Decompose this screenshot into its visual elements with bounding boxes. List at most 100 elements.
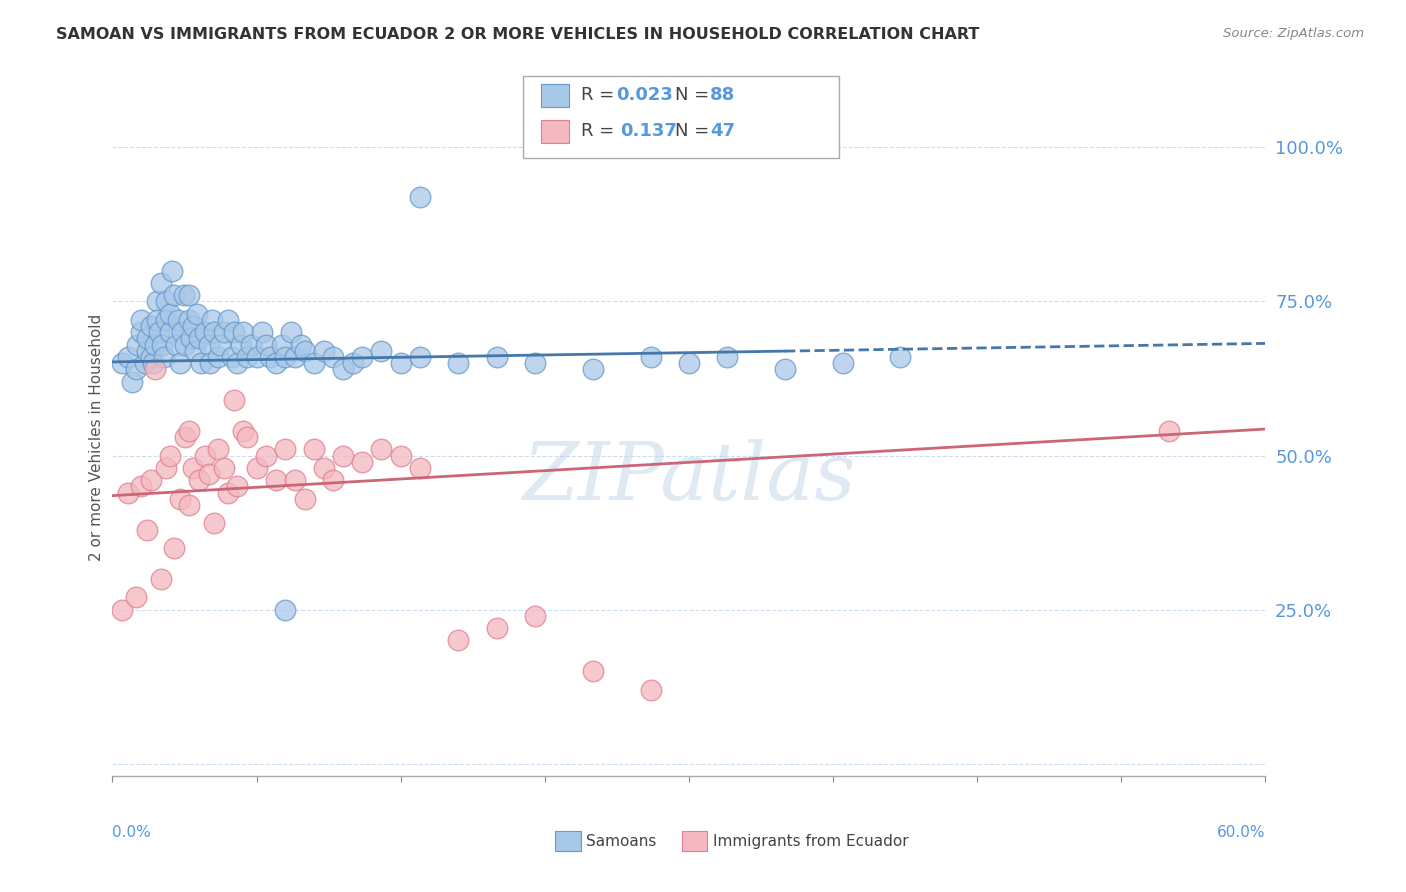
Point [889, 350, 911, 364]
Point [332, 362, 354, 376]
Point [370, 442, 392, 457]
Point [447, 633, 470, 648]
Point [304, 356, 326, 370]
Point [145, 294, 167, 309]
Point [160, 263, 183, 277]
Text: ZIPatlas: ZIPatlas [522, 439, 856, 516]
Point [831, 356, 853, 370]
Point [139, 350, 162, 364]
Point [640, 350, 662, 364]
Point [409, 350, 432, 364]
Point [264, 356, 287, 370]
Point [190, 356, 212, 370]
Point [231, 337, 253, 351]
Point [342, 356, 364, 370]
Point [174, 430, 197, 444]
Point [134, 356, 156, 370]
Point [678, 356, 700, 370]
Point [284, 350, 307, 364]
Point [294, 343, 316, 358]
Text: N =: N = [675, 122, 714, 140]
Point [179, 424, 201, 438]
Point [232, 424, 254, 438]
Point [202, 326, 225, 340]
Point [187, 331, 211, 345]
Point [174, 337, 197, 351]
Point [155, 461, 177, 475]
Point [124, 362, 146, 376]
Point [124, 591, 146, 605]
Point [143, 337, 166, 351]
Point [153, 350, 176, 364]
Point [202, 516, 225, 531]
Point [170, 326, 193, 340]
Point [290, 337, 312, 351]
Point [142, 356, 165, 370]
Point [212, 461, 235, 475]
Point [129, 326, 153, 340]
Point [159, 326, 181, 340]
Y-axis label: 2 or more Vehicles in Household: 2 or more Vehicles in Household [89, 313, 104, 561]
Point [169, 356, 191, 370]
Point [304, 442, 326, 457]
Point [524, 608, 547, 623]
Point [149, 572, 172, 586]
Text: SAMOAN VS IMMIGRANTS FROM ECUADOR 2 OR MORE VEHICLES IN HOUSEHOLD CORRELATION CH: SAMOAN VS IMMIGRANTS FROM ECUADOR 2 OR M… [56, 27, 980, 42]
Point [194, 449, 217, 463]
Point [221, 350, 243, 364]
Point [270, 337, 292, 351]
Text: Source: ZipAtlas.com: Source: ZipAtlas.com [1223, 27, 1364, 40]
Text: Immigrants from Ecuador: Immigrants from Ecuador [713, 834, 908, 848]
Point [264, 473, 287, 487]
Point [207, 442, 229, 457]
Point [716, 350, 738, 364]
Point [370, 343, 392, 358]
Point [409, 190, 432, 204]
Point [165, 337, 187, 351]
Point [169, 491, 191, 506]
Point [389, 449, 412, 463]
Point [187, 473, 211, 487]
Text: R =: R = [581, 122, 626, 140]
Point [159, 449, 181, 463]
Point [179, 313, 201, 327]
Point [236, 350, 259, 364]
Point [259, 350, 281, 364]
Point [179, 498, 201, 512]
Point [136, 523, 159, 537]
Point [129, 479, 153, 493]
Point [149, 276, 172, 290]
Point [173, 288, 195, 302]
Point [582, 362, 605, 376]
Point [226, 356, 249, 370]
Point [209, 337, 232, 351]
Point [312, 461, 335, 475]
Point [179, 288, 201, 302]
Point [389, 356, 412, 370]
Point [181, 461, 204, 475]
Point [640, 682, 662, 697]
Point [447, 356, 470, 370]
Point [239, 337, 262, 351]
Point [222, 326, 245, 340]
Point [284, 473, 307, 487]
Point [226, 479, 249, 493]
Point [145, 313, 167, 327]
Point [148, 326, 170, 340]
Point [773, 362, 796, 376]
Text: Samoans: Samoans [586, 834, 657, 848]
Point [139, 473, 162, 487]
Point [197, 467, 219, 481]
Point [274, 350, 297, 364]
Point [117, 350, 139, 364]
Text: 0.137: 0.137 [620, 122, 676, 140]
Point [166, 313, 188, 327]
Point [139, 319, 162, 334]
Text: 0.0%: 0.0% [112, 825, 152, 840]
Point [136, 343, 159, 358]
Point [1159, 424, 1181, 438]
Point [201, 313, 224, 327]
Point [236, 430, 259, 444]
Point [254, 449, 277, 463]
Point [312, 343, 335, 358]
